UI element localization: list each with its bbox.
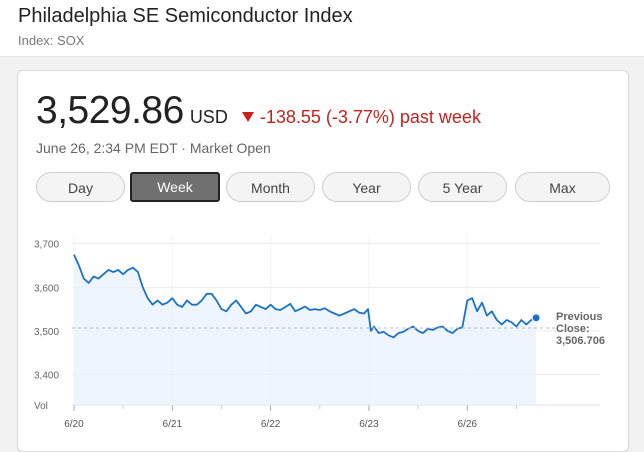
price-series-line (73, 254, 537, 339)
tab-max[interactable]: Max (515, 172, 610, 202)
last-price-marker (531, 313, 541, 323)
currency: USD (189, 107, 228, 127)
tab-week[interactable]: Week (130, 172, 220, 202)
vol-label: Vol (34, 401, 48, 412)
x-tick-label: 6/21 (163, 419, 183, 430)
range-tabs: Day Week Month Year 5 Year Max (36, 172, 610, 204)
quote-header: Philadelphia SE Semiconductor Index Inde… (0, 0, 644, 57)
x-tick-label: 6/26 (458, 419, 478, 430)
x-tick-label: 6/23 (359, 419, 379, 430)
x-tick-label: 6/20 (64, 419, 84, 430)
current-price: 3,529.86 (36, 89, 184, 132)
previous-close-label: Previous (556, 311, 602, 323)
quote-timestamp: June 26, 2:34 PM EDT · Market Open (36, 140, 271, 156)
price-chart[interactable]: 3,700 3,600 3,500 3,400 Vol 6/20 6/21 6/22 6/23 6… (18, 231, 618, 441)
price-row: 3,529.86 USD -138.55 (-3.77%) past week (36, 89, 481, 133)
tab-year[interactable]: Year (322, 172, 411, 202)
price-change-text: -138.55 (-3.77%) past week (259, 107, 481, 127)
market-status: Market Open (189, 140, 271, 156)
tab-day[interactable]: Day (36, 172, 125, 202)
timestamp: June 26, 2:34 PM EDT (36, 140, 178, 156)
y-tick-label: 3,500 (34, 327, 59, 338)
y-tick-label: 3,600 (34, 283, 59, 294)
price-change: -138.55 (-3.77%) past week (241, 107, 481, 127)
y-tick-label: 3,400 (34, 370, 59, 381)
price-area-fill (74, 254, 537, 405)
quote-card: 3,529.86 USD -138.55 (-3.77%) past week Ju… (17, 70, 629, 452)
previous-close-value: 3,506.706 (556, 335, 605, 347)
page-title: Philadelphia SE Semiconductor Index (18, 5, 353, 27)
index-symbol: Index: SOX (18, 33, 85, 48)
tab-5-year[interactable]: 5 Year (418, 172, 507, 202)
previous-close-label: Close: (556, 323, 590, 335)
down-arrow-icon (241, 112, 254, 122)
meta-separator: · (181, 140, 186, 156)
y-tick-label: 3,700 (34, 240, 59, 251)
x-tick-label: 6/22 (261, 419, 281, 430)
tab-month[interactable]: Month (226, 172, 315, 202)
